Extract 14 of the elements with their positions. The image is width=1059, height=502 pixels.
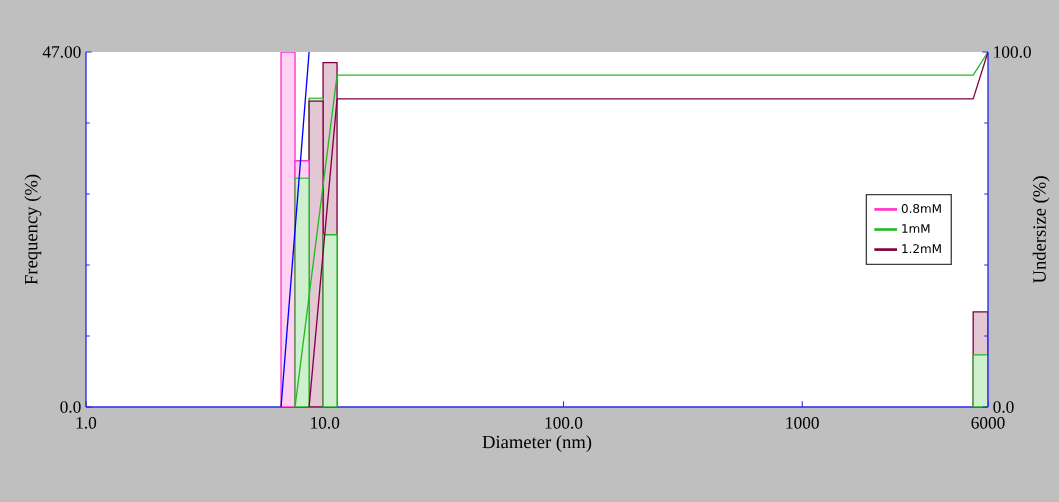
y2-tick-label: 0.0 [993,401,1014,413]
y2-tick-label: 100.0 [994,46,1031,58]
x-tick-label: 6000 [971,417,1005,429]
legend-label: 1mM [902,224,930,233]
x-tick-label: 100.0 [545,417,583,429]
x-axis-title: Diameter (nm) [482,435,592,453]
x-tick-label: 1.0 [76,417,97,429]
y-axis-title: Frequency (%) [24,174,42,285]
legend-label: 0.8mM [901,203,941,214]
x-tick-label: 10.0 [311,417,340,429]
x-tick-label: 1000 [786,417,819,429]
y2-axis-title: Undersize (%) [1032,176,1050,284]
legend-label: 1.2mM [902,244,941,254]
y-tick-label: 47.00 [42,46,81,58]
